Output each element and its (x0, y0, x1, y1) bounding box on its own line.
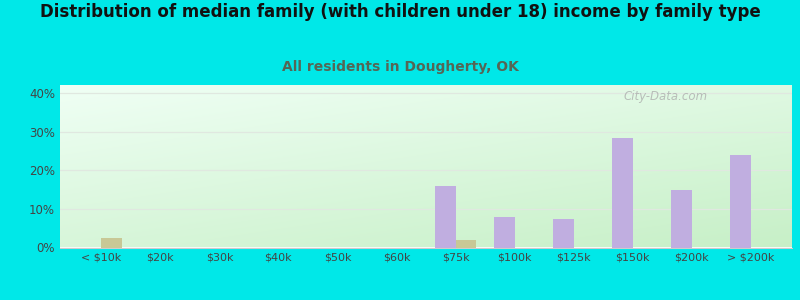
Bar (494, 217, 514, 248)
Bar (435, 186, 455, 247)
Text: Distribution of median family (with children under 18) income by family type: Distribution of median family (with chil… (40, 3, 760, 21)
Bar (553, 219, 574, 247)
Bar (730, 155, 750, 248)
Bar (671, 190, 692, 247)
Text: City-Data.com: City-Data.com (624, 90, 708, 104)
Bar (455, 240, 476, 248)
Bar (102, 238, 122, 247)
Text: All residents in Dougherty, OK: All residents in Dougherty, OK (282, 60, 518, 74)
Bar (612, 138, 633, 248)
